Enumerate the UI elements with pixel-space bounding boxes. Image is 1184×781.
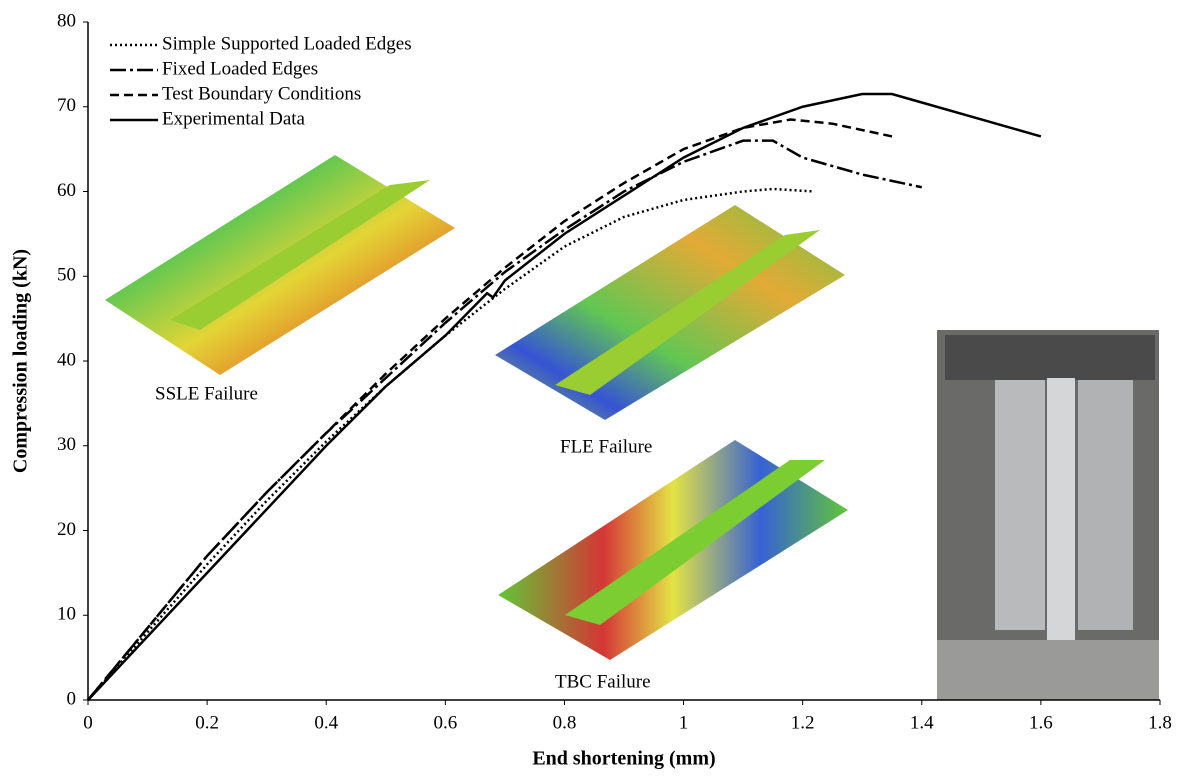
y-tick-label: 50 [57, 265, 76, 286]
x-tick-label: 0.8 [553, 712, 577, 733]
x-tick-label: 1.2 [791, 712, 815, 733]
x-tick-label: 1 [679, 712, 689, 733]
y-axis-title: Compression loading (kN) [10, 249, 32, 473]
x-axis-title: End shortening (mm) [532, 748, 715, 770]
x-tick-label: 0.6 [433, 712, 457, 733]
x-tick-label: 1.4 [910, 712, 934, 733]
y-tick-label: 0 [67, 688, 77, 709]
y-tick-label: 60 [57, 180, 76, 201]
annotation: TBC Failure [555, 671, 651, 692]
annotation: SSLE Failure [155, 383, 258, 404]
y-tick-label: 30 [57, 434, 76, 455]
x-tick-label: 0 [83, 712, 93, 733]
legend-label: Test Boundary Conditions [162, 83, 361, 104]
x-tick-label: 0.2 [195, 712, 219, 733]
ssle-inset [105, 155, 455, 375]
y-tick-label: 80 [57, 10, 76, 31]
series-line [88, 119, 892, 700]
legend-label: Fixed Loaded Edges [162, 58, 318, 79]
y-tick-label: 20 [57, 519, 76, 540]
x-tick-label: 1.8 [1148, 712, 1172, 733]
x-tick-label: 1.6 [1029, 712, 1053, 733]
legend-label: Experimental Data [162, 108, 306, 129]
tbc-inset [498, 440, 848, 660]
y-tick-label: 70 [57, 95, 76, 116]
photo-inset [937, 330, 1159, 700]
chart: SSLE Failure FLE Failure TBC Failure End… [0, 0, 1184, 781]
annotation: FLE Failure [560, 436, 652, 457]
series-line [88, 141, 922, 700]
x-tick-label: 0.4 [314, 712, 338, 733]
legend-label: Simple Supported Loaded Edges [162, 33, 412, 54]
y-tick-label: 10 [57, 604, 76, 625]
y-tick-label: 40 [57, 349, 76, 370]
fle-inset [495, 205, 845, 420]
